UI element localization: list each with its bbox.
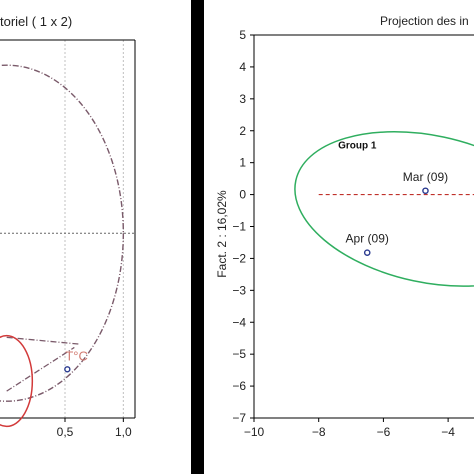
correlation-circle-chart: toriel ( 1 x 2) 0,5 1,0 T°C: [0, 14, 136, 439]
projection-scatter-chart: Projection des in Fact. 2 : 16,02% 5 4 3 2 1…: [215, 14, 474, 439]
left-data-point: [64, 366, 71, 373]
right-y-axis-label: Fact. 2 : 16,02%: [215, 190, 229, 278]
right-chart-panel: Projection des in Fact. 2 : 16,02% 5 4 3 2 1…: [204, 0, 474, 474]
right-group-ellipse: [294, 131, 474, 287]
right-y-tick-label: −3: [232, 283, 246, 297]
right-data-point: [363, 249, 371, 256]
left-unit-circle: [0, 64, 124, 402]
right-y-tick-label: 4: [239, 60, 246, 74]
right-y-tick-label: −6: [232, 379, 246, 393]
right-x-tick-label: −6: [377, 425, 391, 439]
left-point-label: T°C: [65, 348, 88, 363]
left-chart-title: toriel ( 1 x 2): [0, 14, 72, 29]
left-group-ellipse: [0, 334, 34, 428]
left-vector-line: [6, 336, 80, 345]
right-x-tick-label: −8: [312, 425, 326, 439]
right-y-tick-label: 3: [239, 92, 246, 106]
right-y-tick-label: 1: [239, 156, 246, 170]
right-y-tick-label: −4: [232, 315, 246, 329]
right-y-tick-label: −5: [232, 347, 246, 361]
right-data-point: [422, 187, 429, 195]
right-point-label: Mar (09): [403, 170, 448, 184]
left-chart-panel: toriel ( 1 x 2) 0,5 1,0 T°C: [0, 0, 191, 474]
left-vector-line: [6, 346, 75, 392]
right-x-tick-label: −4: [441, 425, 455, 439]
left-x-tick-label: 0,5: [57, 425, 74, 439]
right-y-tick-label: 0: [239, 188, 246, 202]
left-x-tick-label: 1,0: [115, 425, 132, 439]
right-y-tick-label: 5: [239, 28, 246, 42]
right-chart-title: Projection des in: [380, 14, 469, 28]
right-x-tick-label: −10: [244, 425, 265, 439]
right-y-tick-label: −7: [232, 411, 246, 425]
right-point-label: Apr (09): [346, 232, 389, 246]
right-y-tick-label: −2: [232, 251, 246, 265]
right-y-tick-label: −1: [232, 220, 246, 234]
right-group-label: Group 1: [338, 140, 377, 151]
right-y-tick-label: 2: [239, 124, 246, 138]
